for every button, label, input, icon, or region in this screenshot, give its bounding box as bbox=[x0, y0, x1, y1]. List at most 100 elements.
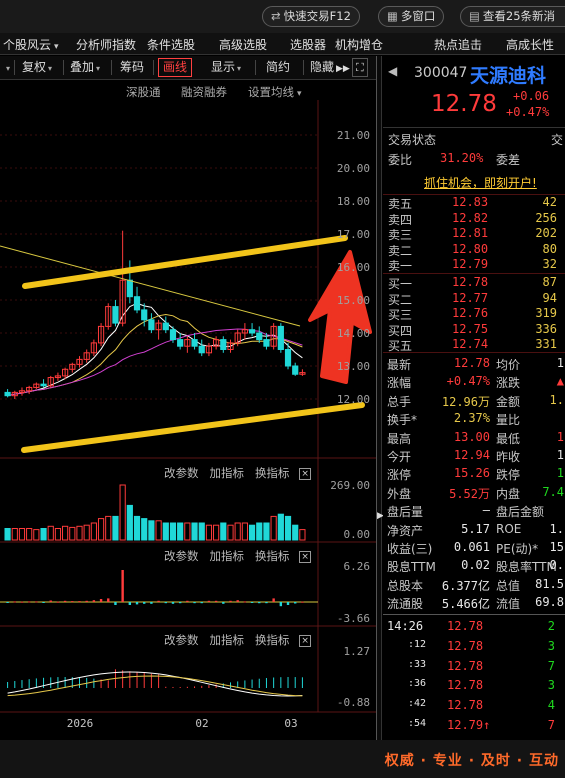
candle-body bbox=[18, 390, 26, 393]
candle-body bbox=[62, 368, 69, 377]
stat-value: 1. bbox=[549, 521, 564, 536]
chevron-down-icon: ▾ bbox=[96, 64, 101, 73]
bid-row[interactable]: 买二 12.77 94 bbox=[383, 291, 565, 307]
grid-icon: ▦ bbox=[387, 9, 398, 23]
ma-setting-link[interactable]: 设置均线 ▾ bbox=[248, 84, 302, 100]
add-indicator-link[interactable]: 加指标 bbox=[209, 633, 244, 647]
ask-row[interactable]: 卖一 12.79 32 bbox=[383, 257, 565, 273]
volume-bar bbox=[18, 528, 26, 541]
weibi-row: 委比 31.20% 委差 bbox=[383, 149, 565, 169]
news-icon: ▤ bbox=[469, 9, 480, 23]
bid-row[interactable]: 买一 12.78 87 bbox=[383, 275, 565, 291]
stat-row: 外盘 5.52万 内盘 7.4 bbox=[383, 483, 565, 503]
fuquan-button[interactable]: 复权 ▾ bbox=[18, 58, 56, 77]
close-icon[interactable]: × bbox=[299, 468, 312, 480]
menu-item-screener[interactable]: 选股器 bbox=[290, 36, 326, 53]
deep-connect-link[interactable]: 深股通 bbox=[126, 85, 161, 99]
macd-bar bbox=[265, 602, 268, 604]
switch-indicator-link[interactable]: 换指标 bbox=[254, 633, 290, 647]
stat-value: — bbox=[482, 503, 490, 518]
multi-window-button[interactable]: ▦ 多窗口 bbox=[378, 6, 445, 27]
menu-item-growth[interactable]: 高成长性 bbox=[506, 36, 554, 53]
candle-body bbox=[4, 391, 11, 397]
jianyue-button[interactable]: 简约 bbox=[262, 58, 294, 77]
switch-indicator-link[interactable]: 换指标 bbox=[254, 549, 290, 563]
ask-label: 卖二 bbox=[388, 243, 413, 258]
xianshi-button[interactable]: 显示 ▾ bbox=[207, 58, 245, 77]
stat-label: 昨收 bbox=[496, 450, 521, 464]
divider bbox=[383, 273, 565, 274]
volume-bar bbox=[169, 522, 177, 541]
change-params-link[interactable]: 改参数 bbox=[164, 466, 199, 480]
yincang-button[interactable]: 隐藏 ▶▶ bbox=[306, 58, 354, 77]
candle-body bbox=[220, 339, 227, 351]
weibi-label: 委比 bbox=[388, 153, 413, 167]
candle-body bbox=[26, 386, 33, 392]
news-button[interactable]: ▤ 查看25条新消 bbox=[460, 6, 565, 27]
macd-bar bbox=[250, 602, 254, 603]
huaxian-button[interactable]: 画线 bbox=[158, 58, 193, 77]
candle-body bbox=[141, 309, 148, 321]
menu-item-gegu[interactable]: 个股风云 ▾ bbox=[3, 36, 59, 53]
volume-tick-label: 269.00 bbox=[330, 479, 370, 492]
open-account-link[interactable]: 抓住机会，即刻开户! bbox=[424, 176, 537, 190]
bid-row[interactable]: 买五 12.74 331 bbox=[383, 337, 565, 353]
volume-bar bbox=[40, 528, 47, 541]
news-label: 查看25条新消 bbox=[482, 9, 556, 23]
bid-label: 买一 bbox=[388, 277, 413, 291]
panel-splitter[interactable]: ▶ bbox=[376, 56, 384, 740]
x-axis-label: 02 bbox=[195, 717, 208, 730]
stat-row: 股息TTM 0.02 股息率TTM 0. bbox=[383, 556, 565, 576]
bid-row[interactable]: 买三 12.76 319 bbox=[383, 306, 565, 322]
fullscreen-button[interactable]: ⛶ bbox=[352, 58, 368, 77]
switch-indicator-link[interactable]: 换指标 bbox=[254, 466, 290, 480]
margin-link[interactable]: 融资融券 bbox=[181, 85, 227, 99]
stat-value: 0.02 bbox=[461, 558, 490, 573]
indicator-line bbox=[7, 671, 303, 697]
stat-row: 流通股 5.466亿 流值 69.8 bbox=[383, 593, 565, 613]
macd-bar bbox=[71, 601, 74, 603]
change-params-link[interactable]: 改参数 bbox=[164, 633, 199, 647]
chevron-right-icon[interactable]: ▶ bbox=[377, 511, 384, 521]
tick-row: :33 12.78 7 bbox=[383, 657, 565, 677]
price-tick-label: 20.00 bbox=[337, 162, 370, 175]
menu-item-hotspot[interactable]: 热点追击 bbox=[434, 36, 482, 53]
x-axis-label: 03 bbox=[284, 717, 297, 730]
ask-row[interactable]: 卖五 12.83 42 bbox=[383, 195, 565, 211]
volume-bar bbox=[292, 524, 299, 541]
tick-row: :54 12.79↑ 7 bbox=[383, 716, 565, 736]
stat-label: 涨停 bbox=[387, 468, 412, 483]
volume-bar bbox=[11, 528, 18, 541]
weibi-value: 31.20% bbox=[440, 151, 484, 165]
toolbar-divider bbox=[111, 60, 112, 75]
macd-bar bbox=[121, 570, 124, 602]
promo-row[interactable]: 抓住机会，即刻开户! bbox=[383, 171, 565, 193]
menu-item-advanced[interactable]: 高级选股 bbox=[219, 36, 267, 53]
chevron-left-icon[interactable]: ◀ bbox=[388, 64, 398, 78]
macd-bar bbox=[222, 602, 225, 604]
chouma-button[interactable]: 筹码 bbox=[116, 58, 148, 77]
volume-bar bbox=[105, 515, 112, 541]
kline-chart[interactable]: 21.00 20.00 18.00 17.00 16.00 15.00 14.00 13.00… bbox=[0, 100, 378, 740]
ask-row[interactable]: 卖三 12.81 202 bbox=[383, 226, 565, 242]
macd-bar bbox=[186, 600, 189, 602]
toolbar-caret[interactable]: ▾ bbox=[0, 58, 14, 77]
menu-item-institution[interactable]: 机构增仓 bbox=[335, 36, 383, 53]
close-icon[interactable]: × bbox=[299, 635, 312, 647]
quick-trade-button[interactable]: ⇄ 快速交易F12 bbox=[262, 6, 360, 27]
ask-row[interactable]: 卖四 12.82 256 bbox=[383, 211, 565, 227]
add-indicator-link[interactable]: 加指标 bbox=[209, 466, 244, 480]
ask-row[interactable]: 卖二 12.80 80 bbox=[383, 242, 565, 258]
menu-item-analyst[interactable]: 分析师指数 bbox=[76, 36, 136, 53]
menu-item-condition[interactable]: 条件选股 bbox=[147, 36, 195, 53]
price-tick-label: 12.00 bbox=[337, 393, 370, 406]
close-icon[interactable]: × bbox=[299, 551, 312, 563]
tick-price: 12.78 bbox=[447, 619, 484, 633]
bid-row[interactable]: 买四 12.75 336 bbox=[383, 322, 565, 338]
diejia-button[interactable]: 叠加 ▾ bbox=[66, 58, 104, 77]
price-tick-label: 14.00 bbox=[337, 327, 370, 340]
change-params-link[interactable]: 改参数 bbox=[164, 549, 199, 563]
bid-price: 12.78 bbox=[452, 275, 489, 289]
add-indicator-link[interactable]: 加指标 bbox=[209, 549, 244, 563]
macd-bar bbox=[6, 602, 9, 603]
